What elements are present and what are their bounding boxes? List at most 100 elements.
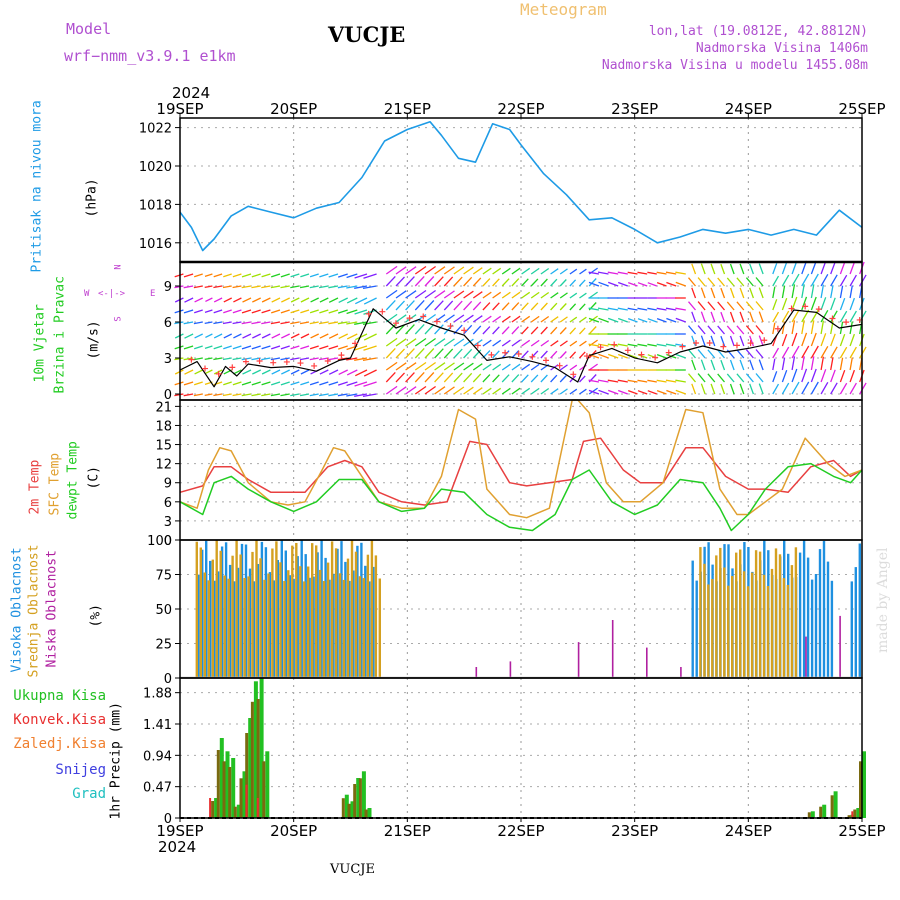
wind-arrow: [801, 320, 805, 335]
gust-marker: [256, 358, 263, 364]
wind-arrow: [521, 278, 529, 287]
y-tick-label: 6: [164, 316, 172, 331]
wind-arrow: [559, 388, 568, 395]
wind-arrow: [395, 300, 405, 311]
wind-arrow: [569, 351, 577, 359]
wind-arrow: [501, 339, 511, 347]
high-cloud-bar: [336, 548, 339, 678]
high-cloud-bar: [818, 549, 822, 678]
wind-arrow: [739, 311, 745, 323]
wind-arrow: [204, 273, 213, 278]
mid-cloud-bar: [715, 555, 718, 678]
wind-arrow: [328, 297, 339, 303]
wind-arrow: [791, 320, 796, 335]
high-cloud-bar: [300, 540, 303, 678]
wind-arrow: [521, 302, 529, 311]
wind-arrow: [726, 373, 735, 383]
y-tick-label: 1020: [139, 160, 172, 175]
mid-cloud-bar: [215, 540, 218, 678]
wind-arrow: [772, 322, 776, 335]
wind-arrow: [290, 273, 300, 278]
wind-arrow: [241, 309, 252, 314]
wind-arrow: [745, 277, 754, 287]
mid-cloud-bar: [350, 540, 354, 678]
wind-arrow: [729, 263, 735, 275]
wind-arrow: [261, 393, 271, 397]
wind-arrow: [697, 301, 706, 311]
mid-cloud-bar: [267, 573, 270, 678]
wind-arrow: [720, 263, 726, 275]
wind-arrow: [395, 348, 405, 359]
wind-arrow: [193, 273, 203, 278]
wind-arrow: [501, 387, 511, 395]
wind-arrow: [550, 268, 559, 275]
wind-arrow: [830, 346, 838, 359]
precip-olive-bar: [859, 761, 862, 818]
wind-arrow: [530, 387, 540, 395]
wind-arrow: [700, 383, 706, 395]
wind-arrow: [637, 282, 648, 287]
wind-arrow: [310, 297, 319, 303]
wind-arrow: [781, 261, 788, 275]
wind-arrow: [511, 291, 521, 299]
wind-arrow: [717, 301, 725, 311]
wind-arrow: [193, 357, 203, 361]
high-cloud-bar: [850, 581, 853, 678]
wind-arrow: [261, 285, 271, 289]
wind-arrow: [434, 300, 444, 311]
wind-arrow: [346, 393, 358, 397]
wind-arrow: [530, 363, 540, 371]
wind-arrow: [617, 271, 628, 275]
wind-arrow: [530, 278, 539, 287]
wind-arrow: [810, 309, 819, 323]
wind-arrow: [820, 369, 827, 383]
gust-marker: [406, 315, 413, 322]
temp-sfc-line: [179, 399, 863, 519]
wind-arrow: [772, 311, 780, 323]
wind-arrow: [414, 361, 427, 371]
total-precip-bar: [214, 798, 219, 818]
precip-olive-bar: [847, 815, 851, 818]
wind-arrow: [174, 393, 184, 397]
wind-arrow: [588, 278, 597, 287]
gust-marker: [188, 356, 195, 363]
wind-arrow: [280, 321, 290, 325]
wind-arrow: [656, 307, 667, 311]
wind-arrow: [598, 389, 609, 395]
wind-arrow: [588, 271, 600, 275]
wind-arrow: [839, 261, 846, 275]
total-precip-bar: [367, 808, 372, 818]
wind-arrow: [501, 278, 510, 287]
wind-arrow: [839, 346, 848, 359]
high-cloud-bar: [372, 566, 375, 678]
wind-arrow: [859, 274, 867, 287]
wind-arrow: [472, 277, 482, 287]
wind-arrow: [453, 372, 463, 383]
wind-arrow: [472, 267, 483, 275]
wind-arrow: [617, 353, 629, 359]
wind-arrow: [482, 339, 492, 347]
compass-w-icon: W: [84, 289, 90, 299]
gust-marker: [829, 315, 836, 322]
gust-marker: [461, 327, 468, 334]
wind-arrow: [501, 363, 511, 371]
wind-arrow: [772, 299, 778, 311]
total-precip-bar: [344, 794, 349, 818]
wind-arrow: [414, 289, 427, 299]
wind-arrow: [299, 285, 310, 289]
wind-arrow: [820, 345, 829, 359]
wind-arrow: [222, 285, 232, 289]
wind-arrow: [697, 349, 706, 359]
wind-arrow: [405, 348, 415, 359]
total-precip-bar: [231, 758, 236, 818]
wind-arrow: [482, 315, 492, 323]
wind-arrow: [492, 350, 500, 359]
high-cloud-bar: [798, 552, 802, 678]
mid-cloud-bar: [794, 547, 798, 678]
total-precip-bar: [862, 751, 866, 818]
wind-arrow: [550, 326, 558, 335]
wind-arrow: [281, 369, 290, 375]
wind-arrow: [337, 309, 348, 314]
wind-arrow: [849, 274, 857, 287]
